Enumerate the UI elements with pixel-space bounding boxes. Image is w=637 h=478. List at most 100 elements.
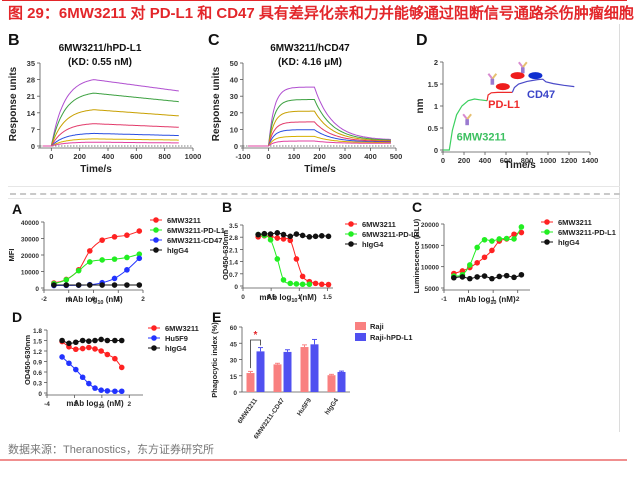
data-point-6mw3211-pd-l1 (86, 259, 93, 265)
x-tick-label: 600 (500, 156, 513, 165)
legend-marker (151, 325, 157, 331)
data-point-hu5f9 (66, 360, 72, 367)
y-tick-label: 30 (230, 358, 238, 365)
data-point-higg4 (280, 231, 287, 238)
y-tick-label: 20000 (421, 222, 439, 229)
data-point-6mw3211 (73, 346, 79, 353)
series-line-c3 (248, 110, 391, 147)
data-point-higg4 (73, 339, 79, 346)
data-point-6mw3211-pd-l1 (293, 281, 300, 287)
data-point-6mw3211 (92, 346, 98, 352)
panel-label: C (208, 32, 220, 49)
y-tick-label: 20 (230, 109, 238, 118)
x-tick-label: -2 (72, 401, 78, 408)
y-axis-label: OD450-630nm (23, 335, 32, 385)
x-tick-label: -1 (441, 296, 447, 303)
y-axis-label: Response units (8, 66, 19, 141)
y-tick-label: 1.5 (428, 80, 438, 89)
legend-label: hIgG4 (167, 246, 189, 255)
legend-marker (153, 247, 159, 253)
x-tick-label: 0 (49, 152, 53, 161)
x-tick-label: 200 (458, 156, 471, 165)
panel-label: E (212, 309, 221, 325)
x-axis-label: mAb log10 (nM) (458, 295, 516, 306)
x-tick-label: 0 (441, 156, 445, 165)
y-tick-label: 14 (27, 109, 36, 118)
bar-raji-hpd-l1 (310, 344, 319, 392)
x-axis-label: Time/s (304, 164, 336, 175)
x-category-label: Hu5F9 (296, 397, 313, 418)
legend-label: 6MW3211 (165, 324, 199, 333)
bar-raji (246, 373, 255, 392)
data-point-higg4 (112, 337, 118, 344)
series-line-c7 (42, 141, 179, 147)
data-point-6mw3211 (489, 247, 495, 254)
data-point-higg4 (99, 282, 105, 288)
data-point-hu5f9 (112, 388, 118, 395)
y-tick-label: 1 (434, 102, 438, 111)
data-point-hu5f9 (59, 354, 65, 360)
data-point-hu5f9 (92, 385, 98, 391)
x-tick-label: 1000 (185, 152, 202, 161)
legend-label: 6MW3211 (362, 220, 396, 229)
data-point-6mw3211-pd-l1 (267, 237, 274, 243)
data-point-higg4 (86, 282, 93, 288)
data-point-higg4 (481, 273, 488, 279)
legend-marker (348, 221, 354, 227)
data-point-higg4 (124, 282, 130, 288)
fit-line-higg4 (61, 338, 122, 344)
data-point-6mw3211 (118, 364, 125, 371)
divider-top (8, 186, 620, 187)
antibody-icon (518, 61, 528, 74)
panel-label: B (222, 199, 232, 215)
data-point-6mw3211 (481, 254, 488, 261)
bar-raji-hpd-l1 (337, 371, 346, 392)
data-point-6mw3211 (325, 281, 332, 288)
y-axis-label: Response units (211, 66, 222, 141)
series-line-c6 (248, 135, 391, 147)
x-tick-label: 1.5 (323, 294, 332, 301)
y-tick-label: 2.1 (229, 247, 238, 254)
data-point-hu5f9 (73, 366, 79, 373)
data-point-6mw3211 (280, 236, 287, 242)
x-tick-label: 400 (479, 156, 492, 165)
data-point-6mw3211-pd-l1 (496, 236, 503, 242)
data-point-higg4 (63, 282, 70, 288)
data-point-6mw3211 (299, 273, 306, 280)
chart-bot-C: C 5000 10000 15000 20000 -1 0 1 2 6MW32116MW3211-… (412, 199, 616, 306)
figure-border (619, 24, 620, 432)
antibody-arm (518, 61, 524, 68)
data-point-higg4 (511, 274, 517, 281)
data-point-6mw3211-pd-l1 (124, 254, 130, 261)
data-point-6mw3211-pd-l1 (111, 256, 118, 262)
data-point-6mw3211 (112, 355, 118, 362)
x-axis-label: mAb log10 (nM) (259, 293, 317, 304)
source-note: 数据来源：Theranostics，东方证券研究所 (8, 444, 214, 456)
data-point-higg4 (261, 230, 268, 237)
fit-line-6mw3211 (61, 341, 123, 368)
data-point-6mw3211 (86, 344, 92, 351)
y-tick-label: 0.5 (428, 124, 438, 133)
series-line-c5 (248, 129, 391, 147)
legend-marker (348, 231, 354, 237)
legend-marker (151, 335, 157, 341)
series-line-c1 (42, 79, 179, 147)
x-tick-label: -1 (66, 296, 72, 303)
data-point-higg4 (299, 232, 306, 239)
series-line-c6 (42, 138, 179, 147)
y-tick-label: 21 (27, 92, 35, 101)
y-tick-label: 3.5 (229, 223, 238, 230)
x-tick-label: 800 (158, 152, 171, 161)
y-tick-label: 0 (234, 284, 238, 291)
series-line-c2 (248, 99, 391, 147)
data-point-hu5f9 (79, 374, 86, 381)
y-axis-label: MFI (7, 249, 16, 262)
x-tick-label: 0.5 (267, 294, 276, 301)
panel-label: A (12, 201, 22, 217)
x-tick-label: -2 (41, 296, 47, 303)
data-point-higg4 (75, 282, 82, 288)
data-point-6mw3211-pd-l1 (511, 236, 517, 242)
x-axis-label: Time/s (504, 160, 536, 171)
